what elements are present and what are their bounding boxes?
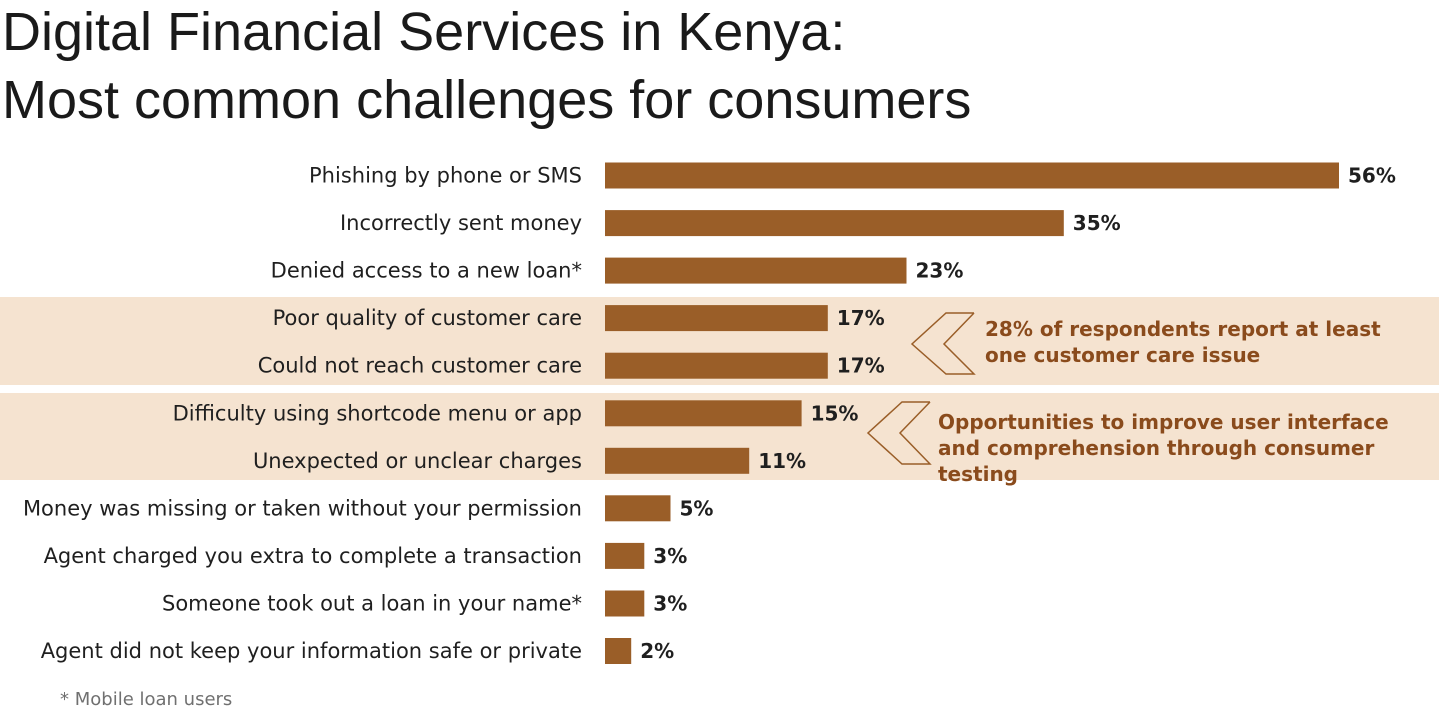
value-label: 2% (640, 639, 674, 663)
value-label: 17% (837, 306, 885, 330)
category-label: Agent charged you extra to complete a tr… (44, 544, 582, 568)
category-label: Could not reach customer care (258, 354, 582, 378)
bar (605, 305, 828, 332)
category-label: Agent did not keep your information safe… (41, 639, 582, 663)
category-label: Money was missing or taken without your … (23, 496, 582, 520)
chart-title-line-2: Most common challenges for consumers (2, 70, 972, 130)
category-label: Denied access to a new loan* (271, 259, 582, 283)
value-label: 3% (653, 592, 687, 616)
chart-title-line-1: Digital Financial Services in Kenya: (2, 2, 846, 62)
callout-arrow-user-interface (866, 401, 932, 465)
value-label: 11% (758, 449, 806, 473)
value-label: 17% (837, 354, 885, 378)
bar (605, 542, 645, 569)
value-label: 3% (653, 544, 687, 568)
bar (605, 210, 1064, 237)
category-label: Difficulty using shortcode menu or app (173, 401, 582, 425)
bar (605, 495, 671, 522)
bar (605, 447, 750, 474)
value-label: 5% (680, 496, 714, 520)
value-label: 56% (1348, 164, 1396, 188)
bar (605, 352, 828, 379)
value-label: 35% (1073, 211, 1121, 235)
category-label: Poor quality of customer care (273, 306, 582, 330)
bar (605, 590, 645, 617)
value-label: 23% (916, 259, 964, 283)
callout-customer-care-text: 28% of respondents report at least one c… (985, 317, 1381, 367)
bar (605, 162, 1339, 189)
category-label: Unexpected or unclear charges (253, 449, 582, 473)
footnote: * Mobile loan users (60, 689, 233, 710)
category-label: Someone took out a loan in your name* (162, 592, 582, 616)
callout-user-interface-text: Opportunities to improve user interface … (938, 410, 1389, 486)
callout-arrow-customer-care (910, 312, 976, 375)
bar (605, 638, 632, 664)
category-label: Phishing by phone or SMS (309, 164, 582, 188)
bar (605, 400, 802, 427)
value-label: 15% (811, 401, 859, 425)
category-label: Incorrectly sent money (340, 211, 582, 235)
bar (605, 257, 907, 284)
